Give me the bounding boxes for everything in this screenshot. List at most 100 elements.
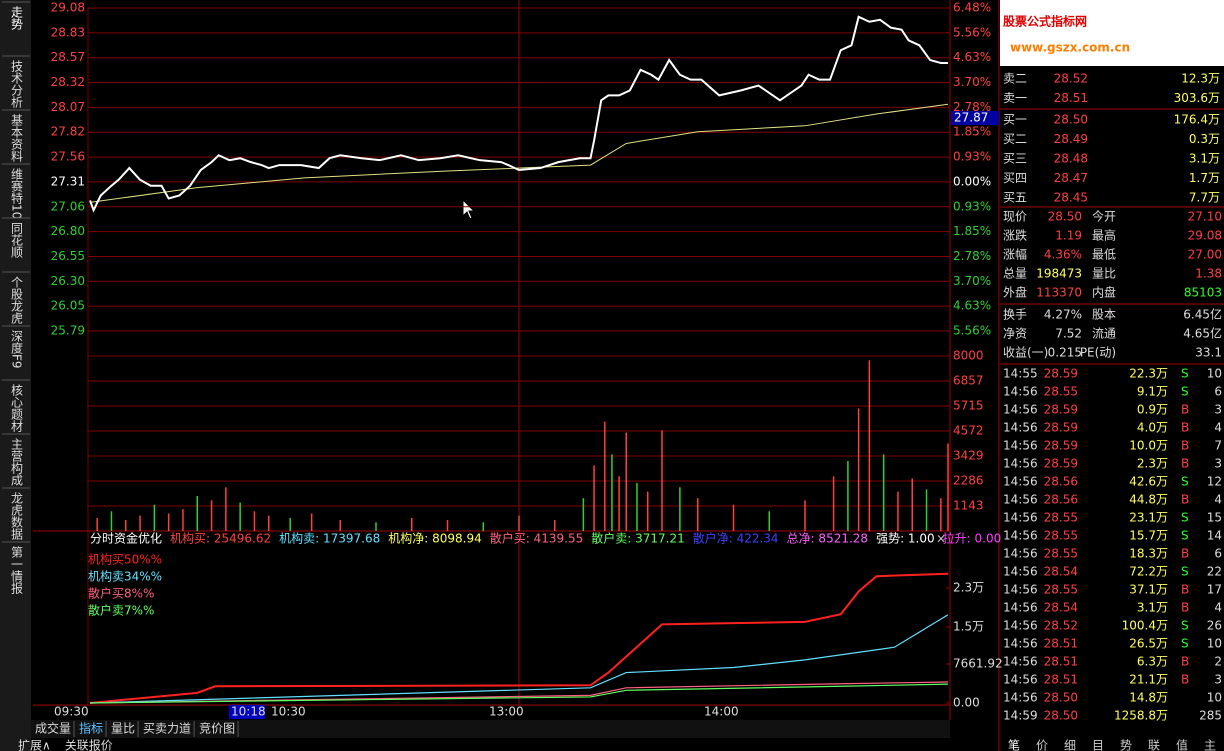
stat-label: 总量 (1003, 267, 1027, 281)
trade-count: 6 (1214, 385, 1222, 399)
footer-tab[interactable]: 扩展∧ (18, 739, 51, 751)
book-volume: 7.7万 (1189, 191, 1220, 205)
bottom-tab[interactable]: 竞价图 (199, 722, 235, 736)
current-tag-box (951, 111, 999, 125)
price-tick-label: 26.80 (51, 224, 85, 238)
stat-value: 28.50 (1048, 210, 1082, 224)
stat-value: 4.36% (1044, 248, 1082, 262)
trade-time: 14:56 (1003, 673, 1038, 687)
trade-price: 28.56 (1044, 475, 1078, 489)
pct-tick-label: 3.70% (953, 274, 991, 288)
stat-value: 0.215 (1048, 346, 1082, 360)
book-price: 28.52 (1054, 72, 1088, 86)
time-label: 10:30 (271, 705, 306, 719)
trade-side: S (1181, 619, 1189, 633)
stat-label: 内盘 (1092, 285, 1116, 300)
trade-side: S (1181, 529, 1189, 543)
stat-label: PE(动) (1080, 346, 1116, 360)
right-tab[interactable]: 主 (1204, 739, 1216, 751)
book-label: 买二 (1003, 132, 1027, 146)
stat-value: 113370 (1036, 286, 1082, 300)
stat-label: 外盘 (1003, 285, 1027, 300)
book-price: 28.47 (1054, 171, 1088, 185)
trade-price: 28.51 (1044, 655, 1078, 669)
volume-tick-label: 4572 (953, 424, 984, 438)
bottom-tab[interactable]: 成交量 (35, 721, 71, 736)
trade-time: 14:56 (1003, 583, 1038, 597)
sidebar-tab: 核心题材 (10, 384, 24, 432)
book-label: 卖二 (1003, 72, 1027, 86)
avg-line (89, 103, 949, 203)
indicator-line (89, 681, 949, 704)
trade-time: 14:56 (1003, 529, 1038, 543)
trade-side: S (1181, 637, 1189, 651)
trade-time: 14:56 (1003, 493, 1038, 507)
price-tick-label: 28.32 (51, 75, 85, 89)
trade-count: 17 (1207, 583, 1222, 597)
book-volume: 303.6万 (1174, 91, 1220, 105)
trade-count: 10 (1207, 691, 1222, 705)
right-tab[interactable]: 目 (1092, 739, 1104, 751)
price-tick-label: 28.07 (51, 100, 85, 114)
trade-volume: 15.7万 (1129, 529, 1168, 543)
bottom-tab[interactable]: 买卖力道 (143, 722, 191, 736)
trade-count: 2 (1214, 655, 1222, 669)
trade-count: 10 (1207, 367, 1222, 381)
bottom-tab[interactable]: 量比 (111, 722, 135, 736)
trade-side: S (1181, 385, 1189, 399)
book-volume: 1.7万 (1189, 171, 1220, 185)
trade-volume: 21.1万 (1129, 673, 1168, 687)
book-volume: 12.3万 (1181, 72, 1220, 86)
right-tab[interactable]: 笔 (1008, 738, 1020, 751)
time-label: 14:00 (704, 705, 739, 719)
trade-time: 14:56 (1003, 655, 1038, 669)
trade-count: 10 (1207, 637, 1222, 651)
trade-side: B (1181, 655, 1189, 669)
trade-side: B (1181, 547, 1189, 561)
right-tab[interactable]: 势 (1120, 739, 1132, 751)
trade-count: 26 (1207, 619, 1222, 633)
right-tab[interactable]: 价 (1036, 739, 1048, 751)
volume-tick-label: 8000 (953, 349, 984, 363)
trade-count: 4 (1214, 421, 1222, 435)
stat-label: 净资 (1003, 327, 1027, 341)
pct-tick-label: 1.85% (953, 125, 991, 139)
time-label: 09:30 (54, 705, 89, 719)
trade-time: 14:56 (1003, 385, 1038, 399)
footer-tab[interactable]: 关联报价 (65, 738, 113, 751)
trade-time: 14:56 (1003, 565, 1038, 579)
trade-volume: 1258.8万 (1114, 709, 1168, 723)
stat-label: 涨幅 (1003, 247, 1027, 262)
sidebar-tab: 技术分析 (10, 60, 24, 109)
mouse-cursor (462, 198, 476, 220)
indicator-tick-label: 1.5万 (953, 620, 984, 634)
stat-label: 股本 (1092, 308, 1116, 322)
close-button[interactable]: × (936, 532, 946, 546)
price-tick-label: 27.56 (51, 150, 85, 164)
trade-price: 28.52 (1044, 619, 1078, 633)
stat-label: 今开 (1092, 209, 1116, 224)
stat-value: 4.65亿 (1183, 326, 1222, 341)
indicator-value: 分时资金优化 (90, 531, 162, 546)
trade-time: 14:56 (1003, 511, 1038, 525)
book-price: 28.45 (1054, 191, 1088, 205)
right-tab[interactable]: 值 (1176, 738, 1188, 751)
price-tick-label: 28.83 (51, 25, 85, 39)
trade-price: 28.50 (1044, 691, 1078, 705)
right-tab[interactable]: 联 (1148, 739, 1160, 751)
trade-count: 15 (1207, 511, 1222, 525)
right-tab[interactable]: 细 (1064, 739, 1076, 751)
price-tick-label: 26.30 (51, 274, 85, 288)
trade-time: 14:56 (1003, 637, 1038, 651)
stat-value: 7.52 (1055, 327, 1082, 341)
sidebar-tab: 同花顺 (10, 222, 24, 258)
legend-entry: 机构买50%% (88, 552, 162, 567)
bottom-tab[interactable]: 指标 (79, 721, 103, 736)
stat-value: 1.19 (1055, 229, 1082, 243)
pct-tick-label: 5.56% (953, 324, 991, 338)
trade-volume: 3.1万 (1137, 601, 1168, 615)
stat-value: 27.00 (1188, 248, 1222, 262)
trade-price: 28.50 (1044, 709, 1078, 723)
trade-side: B (1181, 421, 1189, 435)
